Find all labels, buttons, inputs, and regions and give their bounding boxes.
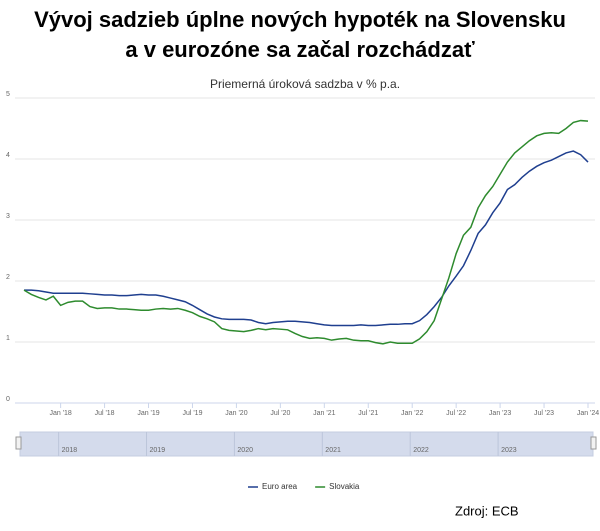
x-tick-label: Jan '20 (225, 410, 247, 417)
legend-label: Euro area (262, 482, 298, 491)
legend-label: Slovakia (329, 482, 360, 491)
chart-title-line2: a v eurozóne sa začal rozchádzať (125, 37, 475, 62)
x-tick-label: Jan '24 (577, 410, 599, 417)
x-tick-label: Jan '22 (401, 410, 423, 417)
series-line (23, 119, 589, 345)
y-tick-label: 5 (6, 91, 10, 98)
x-tick-label: Jul '20 (270, 410, 290, 417)
nav-label: 2018 (62, 447, 78, 454)
source: Zdroj: ECB (455, 503, 519, 518)
x-tick-label: Jan '21 (313, 410, 335, 417)
nav-handle-left (15, 436, 22, 450)
nav-label: 2022 (413, 447, 429, 454)
x-tick-label: Jul '19 (182, 410, 202, 417)
x-tick-label: Jan '19 (137, 410, 159, 417)
x-tick-label: Jul '23 (534, 410, 554, 417)
x-tick-label: Jan '18 (49, 410, 71, 417)
x-tick-label: Jul '22 (446, 410, 466, 417)
y-tick-label: 3 (6, 213, 10, 220)
nav-label: 2019 (150, 447, 166, 454)
series-line (24, 150, 589, 327)
nav-handle-right (590, 436, 597, 450)
nav-label: 2021 (325, 447, 341, 454)
y-tick-label: 1 (6, 335, 10, 342)
y-tick-label: 0 (6, 396, 10, 403)
nav-label: 2020 (237, 447, 253, 454)
chart-subtitle: Priemerná úroková sadzba v % p.a. (210, 77, 400, 91)
x-tick-label: Jul '21 (358, 410, 378, 417)
nav-label: 2023 (501, 447, 517, 454)
y-tick-label: 2 (6, 274, 10, 281)
y-tick-label: 4 (6, 152, 10, 159)
chart-title: Vývoj sadzieb úplne nových hypoték na Sl… (34, 7, 566, 32)
x-tick-label: Jan '23 (489, 410, 511, 417)
x-tick-label: Jul '18 (95, 410, 115, 417)
